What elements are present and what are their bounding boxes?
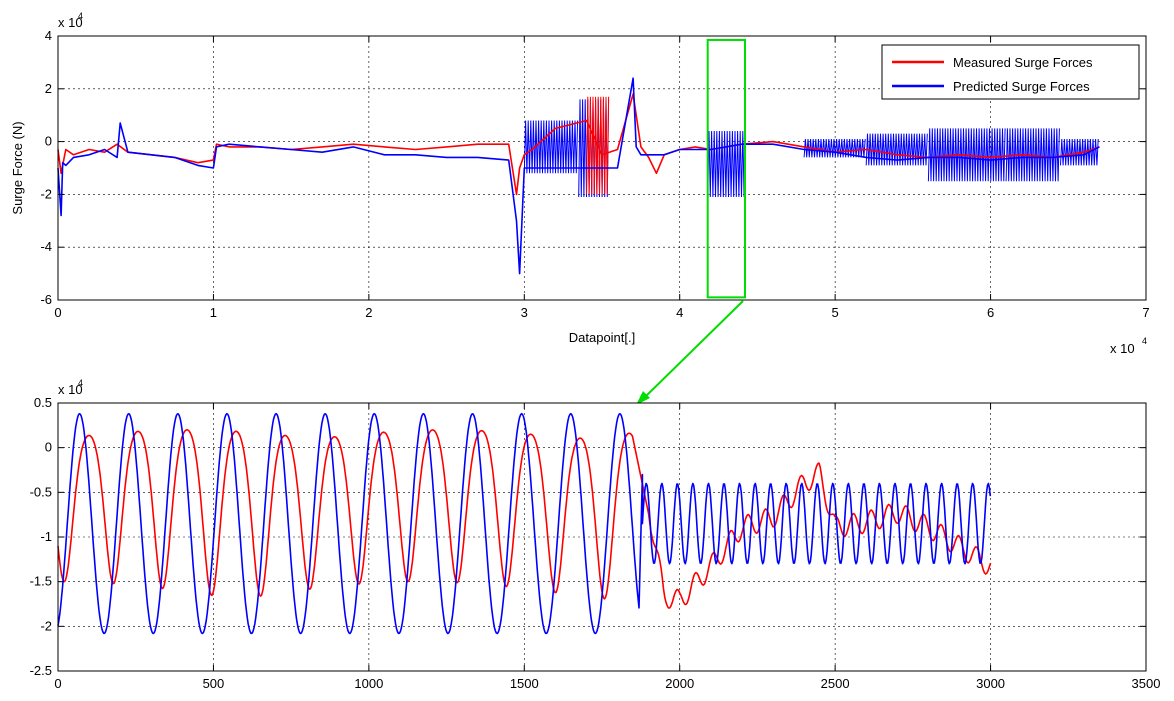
top-x-tick-label: 2 <box>365 305 372 320</box>
top-chart: 0 1 2 3 4 5 6 7 4 2 0 -2 -4 -6 x 10 4 Surge Force (N)… <box>10 11 1150 356</box>
bottom-y-tick-label: 0 <box>45 440 52 455</box>
legend-label-measured: Measured Surge Forces <box>953 55 1093 70</box>
bottom-series-layer <box>57 412 992 635</box>
top-x-axis-label: Datapoint[.] <box>569 330 636 345</box>
bottom-y-tick-label: -2.5 <box>30 663 52 678</box>
top-oscillation-band <box>523 120 579 174</box>
zoom-highlight-box <box>706 38 746 299</box>
bottom-y-multiplier-base: x 10 <box>58 382 83 397</box>
top-y-tick-label: -4 <box>40 239 52 254</box>
top-x-tick-label: 5 <box>832 305 839 320</box>
legend-box <box>881 44 1140 100</box>
top-y-tick-label: 0 <box>45 134 52 149</box>
top-series-predicted <box>57 77 1100 275</box>
top-y-tick-label: -2 <box>40 186 52 201</box>
top-y-tick-label: 2 <box>45 81 52 96</box>
top-series-layer <box>57 77 1100 275</box>
bottom-series-predicted <box>57 412 992 635</box>
bottom-x-tick-label: 2500 <box>821 676 850 691</box>
top-plot-frame <box>57 35 1147 301</box>
top-ticks: 0 1 2 3 4 5 6 7 4 2 0 -2 -4 -6 <box>40 28 1149 320</box>
top-x-tick-label: 0 <box>54 305 61 320</box>
zoom-arrow-line <box>643 300 744 399</box>
bottom-y-tick-label: -1 <box>40 529 52 544</box>
legend: Measured Surge Forces Predicted Surge Fo… <box>881 44 1140 100</box>
top-x-tick-label: 3 <box>521 305 528 320</box>
top-y-multiplier-exponent: 4 <box>78 11 83 21</box>
bottom-x-tick-label: 1500 <box>510 676 539 691</box>
zoom-arrow <box>636 300 744 405</box>
top-y-axis-label: Surge Force (N) <box>10 121 25 214</box>
bottom-ticks: 0 500 1000 1500 2000 2500 3000 3500 0.5 0 -0.5 -1 -1… <box>30 395 1161 691</box>
bottom-y-multiplier-exponent: 4 <box>78 378 83 388</box>
top-oscillation-band <box>1005 128 1060 182</box>
bottom-y-tick-label: -2 <box>40 618 52 633</box>
bottom-x-tick-label: 3500 <box>1132 676 1161 691</box>
bottom-y-tick-label: -0.5 <box>30 484 52 499</box>
bottom-x-tick-label: 500 <box>203 676 225 691</box>
bottom-chart: 0 500 1000 1500 2000 2500 3000 3500 0.5 0 -0.5 -1 -1… <box>30 378 1161 691</box>
bottom-x-tick-label: 0 <box>54 676 61 691</box>
legend-label-predicted: Predicted Surge Forces <box>953 79 1090 94</box>
top-oscillation-band <box>707 130 745 198</box>
top-oscillation-band <box>803 138 866 158</box>
bottom-x-tick-label: 3000 <box>976 676 1005 691</box>
bottom-x-tick-label: 1000 <box>354 676 383 691</box>
bottom-y-tick-label: -1.5 <box>30 574 52 589</box>
bottom-x-tick-label: 2000 <box>665 676 694 691</box>
bottom-series-measured <box>57 429 992 609</box>
top-x-tick-label: 6 <box>987 305 994 320</box>
top-x-multiplier-exponent: 4 <box>1142 336 1147 346</box>
top-y-tick-label: 4 <box>45 28 52 43</box>
bottom-y-tick-label: 0.5 <box>34 395 52 410</box>
top-x-tick-label: 1 <box>210 305 217 320</box>
bottom-y-multiplier: x 10 4 <box>58 378 83 397</box>
top-y-multiplier-base: x 10 <box>58 15 83 30</box>
top-x-tick-label: 4 <box>676 305 683 320</box>
zoom-arrow-head <box>636 391 650 405</box>
top-oscillation-band <box>865 133 928 166</box>
top-y-tick-label: -6 <box>40 292 52 307</box>
top-x-multiplier-base: x 10 <box>1110 341 1135 356</box>
top-x-tick-label: 7 <box>1142 305 1149 320</box>
top-x-multiplier: x 10 4 <box>1110 336 1147 356</box>
top-y-multiplier: x 10 4 <box>58 11 83 30</box>
